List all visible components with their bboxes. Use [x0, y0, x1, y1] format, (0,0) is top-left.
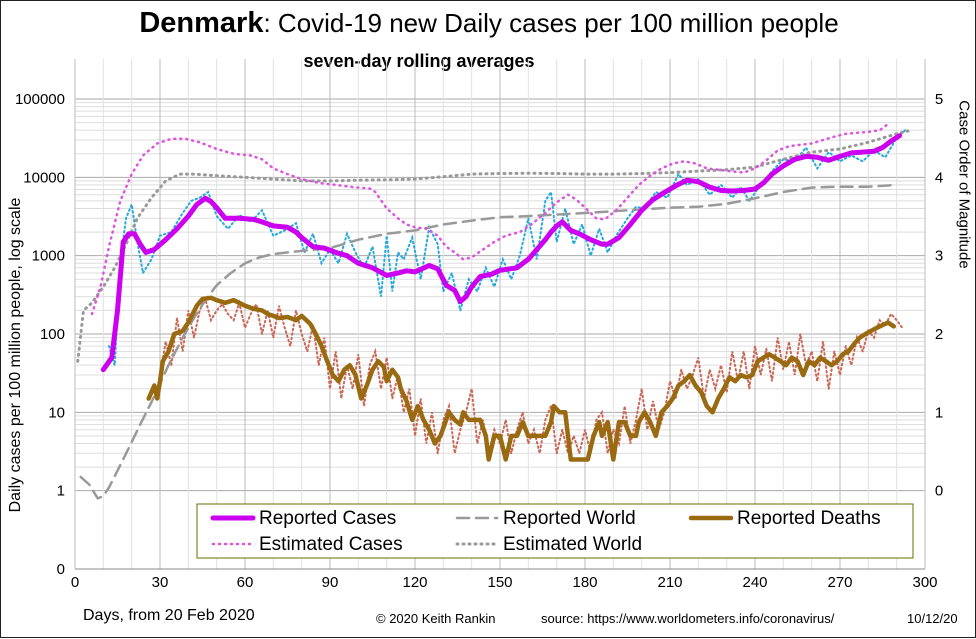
y-tick-label: 10000	[23, 169, 65, 186]
source-text: source: https://www.worldometers.info/co…	[541, 611, 835, 626]
legend-label: Reported Deaths	[737, 508, 881, 529]
y-right-tick-label: 3	[935, 248, 943, 265]
y-right-tick-label: 4	[935, 169, 943, 186]
legend-label: Reported World	[503, 508, 636, 529]
legend-box	[196, 503, 914, 559]
y-right-tick-label: 1	[935, 404, 943, 421]
series-estimated-world-line	[76, 129, 910, 363]
series-reported-world-line	[79, 183, 898, 500]
y-right-tick-label: 2	[935, 326, 943, 343]
date-text: 10/12/20	[907, 611, 958, 626]
title-country: Denmark	[139, 7, 264, 39]
series-estimated-cases-line	[90, 122, 890, 316]
x-tick-label: 60	[237, 574, 254, 591]
y-tick-label: 100	[40, 326, 65, 343]
y-axis-right-label: Case Order of Magnitude	[955, 100, 973, 269]
series-reported-deaths-line	[146, 295, 897, 462]
x-tick-label: 210	[657, 574, 682, 591]
y-tick-label: 100000	[15, 91, 65, 108]
x-tick-label: 0	[71, 574, 79, 591]
y-right-tick-label: 0	[935, 483, 943, 500]
legend-label: Estimated Cases	[259, 534, 403, 555]
y-axis-label: Daily cases per 100 million people, log …	[7, 197, 24, 513]
x-tick-label: 240	[742, 574, 767, 591]
y-right-tick-label: 5	[935, 91, 943, 108]
x-tick-label: 270	[827, 574, 852, 591]
y-tick-label: 0	[57, 561, 65, 578]
series-reported-cases-line	[100, 133, 902, 373]
x-axis-label: Days, from 20 Feb 2020	[83, 607, 255, 624]
copyright-text: © 2020 Keith Rankin	[376, 611, 496, 626]
chart-title: Denmark: Covid-19 new Daily cases per 10…	[1, 7, 976, 40]
title-rest: : Covid-19 new Daily cases per 100 milli…	[263, 8, 839, 38]
x-tick-label: 150	[487, 574, 512, 591]
legend-label: Reported Cases	[259, 508, 396, 529]
x-tick-label: 120	[402, 574, 427, 591]
y-tick-label: 1000	[32, 248, 65, 265]
y-tick-label: 10	[48, 404, 65, 421]
chart-subtitle: seven-day rolling averages	[273, 51, 565, 72]
legend-label: Estimated World	[503, 534, 642, 555]
x-tick-label: 300	[912, 574, 937, 591]
x-tick-label: 30	[152, 574, 169, 591]
x-tick-label: 180	[572, 574, 597, 591]
x-tick-label: 90	[322, 574, 339, 591]
y-tick-label: 1	[57, 483, 65, 500]
